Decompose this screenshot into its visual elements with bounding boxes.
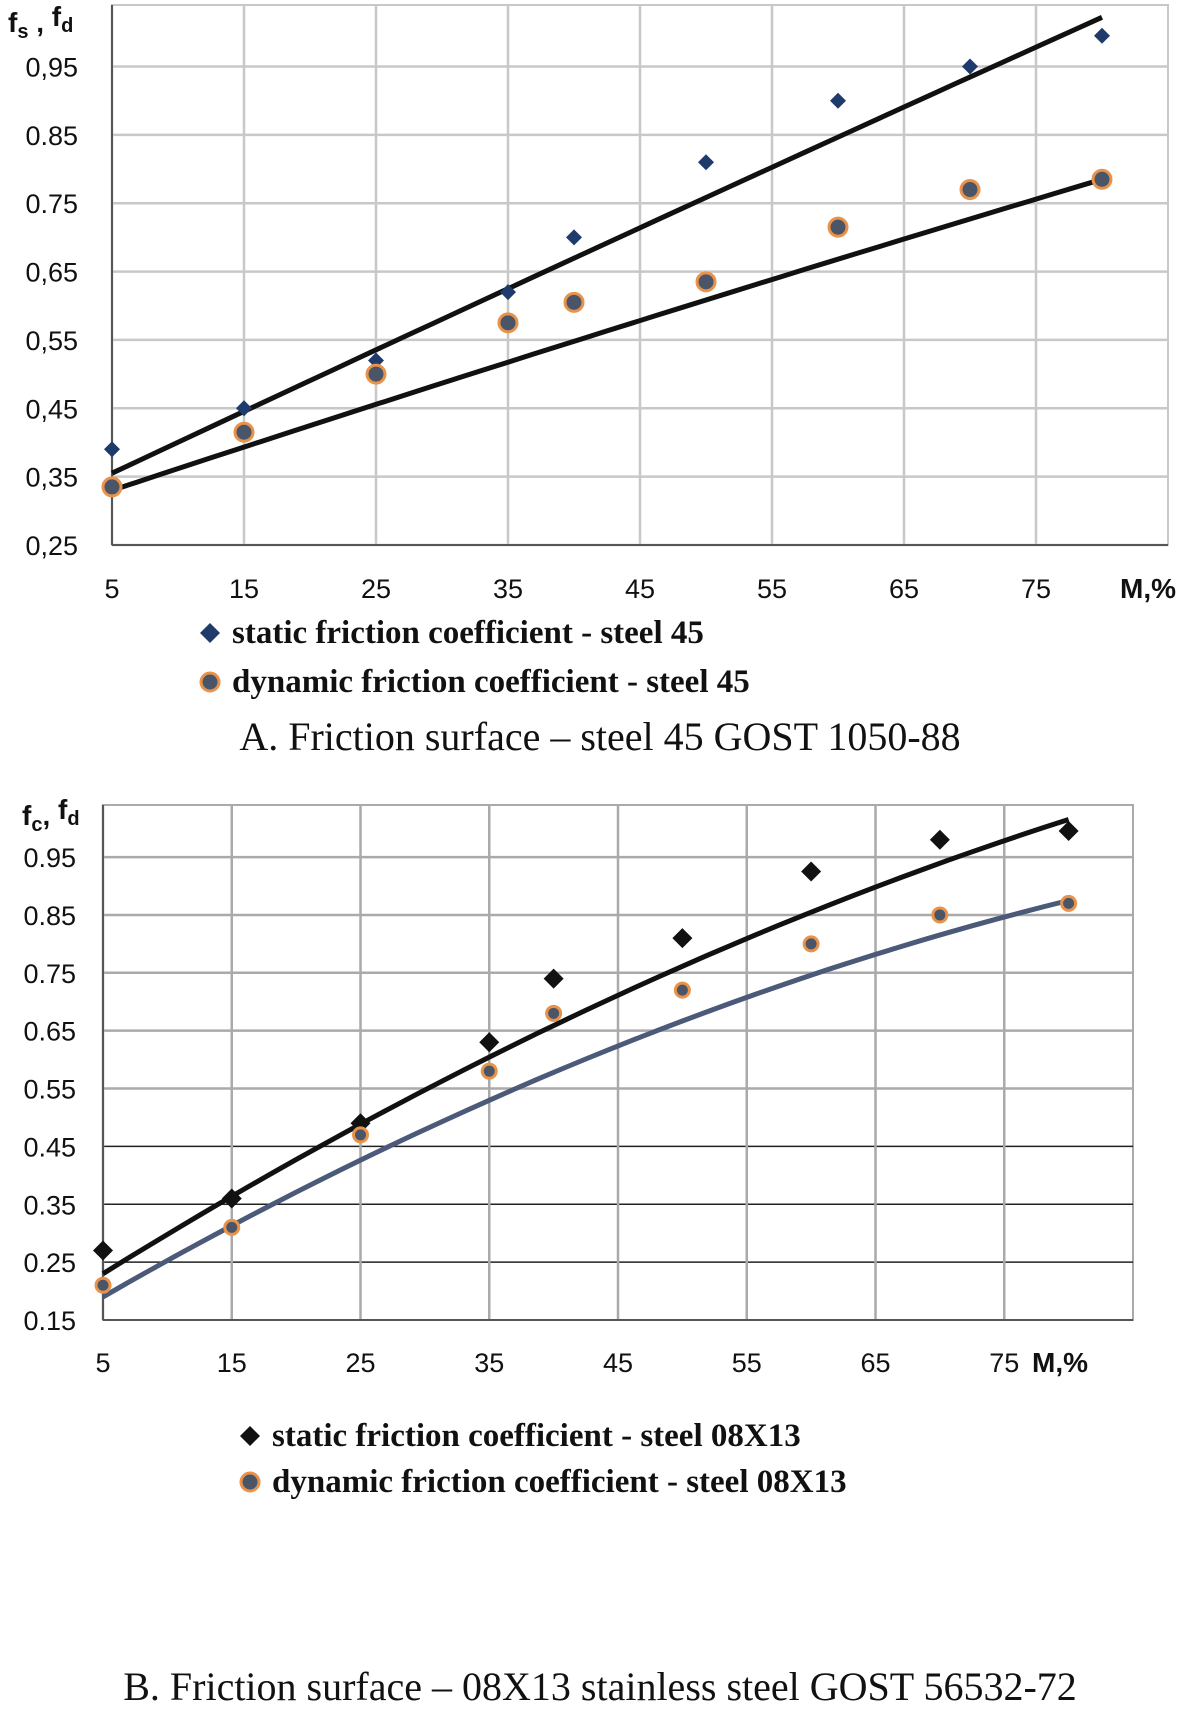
data-point-circle xyxy=(1091,168,1113,190)
legend-label: static friction coefficient - steel 45 xyxy=(232,615,704,651)
y-axis-label-part: d xyxy=(67,808,79,830)
figure-caption: B. Friction surface – 08X13 stainless st… xyxy=(123,1664,1077,1709)
x-tick-label: 75 xyxy=(989,1348,1019,1378)
x-tick-label: 25 xyxy=(361,574,391,604)
x-tick-label: 55 xyxy=(732,1348,762,1378)
data-point-circle xyxy=(480,1062,498,1080)
data-point-circle xyxy=(802,935,820,953)
y-axis-label-part: d xyxy=(61,15,73,37)
legend-marker-circle xyxy=(199,671,221,693)
data-point-diamond xyxy=(236,400,252,417)
x-tick-label: 45 xyxy=(625,574,655,604)
y-tick-label: 0.75 xyxy=(25,189,78,219)
data-point-diamond xyxy=(543,968,564,989)
y-tick-label: 0.25 xyxy=(23,1248,76,1278)
legend-marker-diamond xyxy=(240,1426,260,1446)
data-point-circle xyxy=(931,906,949,924)
y-axis-label-part: , xyxy=(42,800,58,831)
y-tick-label: 0,35 xyxy=(25,463,78,493)
trend-line xyxy=(101,898,1070,1300)
data-point-diamond xyxy=(698,154,714,171)
chart-a: 0,95 0.85 0.75 0,65 0,55 0,45 0,35 0,25 5 15 25 35 4… xyxy=(8,1,1176,759)
legend-label: static friction coefficient - steel 08X1… xyxy=(272,1418,801,1454)
data-point-circle xyxy=(827,216,849,238)
x-tick-label: 35 xyxy=(493,574,523,604)
y-axis-label-part: f xyxy=(22,800,32,831)
data-point-diamond xyxy=(566,229,582,246)
x-tick-label: 65 xyxy=(860,1348,890,1378)
x-axis-label: M,% xyxy=(1032,1347,1088,1378)
legend-marker-circle xyxy=(239,1471,261,1493)
data-point-circle xyxy=(545,1004,563,1022)
chart-b: 0.95 0.85 0.75 0.65 0.55 0.45 0.35 0.25 0.15 5 15 2… xyxy=(22,794,1134,1709)
data-point-circle xyxy=(365,363,387,385)
x-tick-label: 65 xyxy=(889,574,919,604)
y-tick-label: 0.75 xyxy=(23,959,76,989)
data-point-circle xyxy=(233,421,255,443)
x-tick-label: 45 xyxy=(603,1348,633,1378)
legend-label: dynamic friction coefficient - steel 45 xyxy=(232,664,750,700)
y-tick-label: 0,25 xyxy=(25,531,78,561)
y-axis-label-part: s xyxy=(17,21,28,43)
x-tick-label: 15 xyxy=(229,574,259,604)
x-tick-label: 35 xyxy=(474,1348,504,1378)
y-tick-label: 0.55 xyxy=(23,1075,76,1105)
y-tick-label: 0.85 xyxy=(25,121,78,151)
data-point-diamond xyxy=(221,1188,242,1209)
data-point-diamond xyxy=(93,1240,113,1261)
y-axis-label: fs , fd xyxy=(8,1,73,43)
data-point-diamond xyxy=(929,829,950,850)
y-axis-label: fc, fd xyxy=(22,794,80,836)
data-point-circle xyxy=(563,291,585,313)
legend-label: dynamic friction coefficient - steel 08X… xyxy=(272,1464,847,1500)
x-tick-label: 15 xyxy=(217,1348,247,1378)
data-point-circle xyxy=(352,1126,369,1144)
y-tick-label: 0,45 xyxy=(25,394,78,424)
data-point-circle xyxy=(101,476,123,498)
y-axis-label-part: f xyxy=(8,7,18,38)
data-point-diamond xyxy=(801,861,822,882)
data-point-diamond xyxy=(672,928,693,949)
y-tick-label: 0.65 xyxy=(23,1017,76,1047)
data-point-circle xyxy=(497,312,519,334)
y-tick-label: 0,95 xyxy=(25,53,78,83)
data-point-diamond xyxy=(500,284,516,301)
trend-line xyxy=(110,15,1104,476)
y-axis-label-part: c xyxy=(31,814,42,836)
y-tick-label: 0.15 xyxy=(23,1306,76,1336)
data-point-diamond xyxy=(830,92,846,109)
data-point-circle xyxy=(223,1218,241,1236)
x-tick-label: 75 xyxy=(1021,574,1051,604)
y-tick-label: 0.45 xyxy=(23,1132,76,1162)
y-tick-label: 0,55 xyxy=(25,326,78,356)
x-tick-label: 25 xyxy=(345,1348,375,1378)
y-axis-label-part: f xyxy=(58,794,68,825)
x-tick-label: 5 xyxy=(104,574,119,604)
data-point-circle xyxy=(695,271,717,293)
data-point-circle xyxy=(673,981,691,999)
legend-marker-diamond xyxy=(200,623,220,643)
data-point-diamond xyxy=(1094,27,1110,44)
data-point-diamond xyxy=(1058,821,1079,842)
data-point-circle xyxy=(1060,894,1078,912)
data-point-diamond xyxy=(962,58,978,75)
y-tick-label: 0.95 xyxy=(23,843,76,873)
y-tick-label: 0,65 xyxy=(25,258,78,288)
figure-caption: A. Friction surface – steel 45 GOST 1050… xyxy=(239,714,960,759)
data-point-diamond xyxy=(104,441,120,458)
y-tick-label: 0.85 xyxy=(23,901,76,931)
x-tick-label: 55 xyxy=(757,574,787,604)
y-axis-label-part: , xyxy=(28,7,51,38)
data-point-circle xyxy=(94,1276,112,1294)
data-point-diamond xyxy=(479,1032,500,1053)
x-tick-label: 5 xyxy=(95,1348,110,1378)
x-axis-label: M,% xyxy=(1120,573,1176,604)
trend-line xyxy=(101,817,1070,1276)
y-axis-label-part: f xyxy=(52,1,62,32)
data-point-circle xyxy=(959,179,981,201)
y-tick-label: 0.35 xyxy=(23,1190,76,1220)
trend-line xyxy=(111,176,1103,493)
